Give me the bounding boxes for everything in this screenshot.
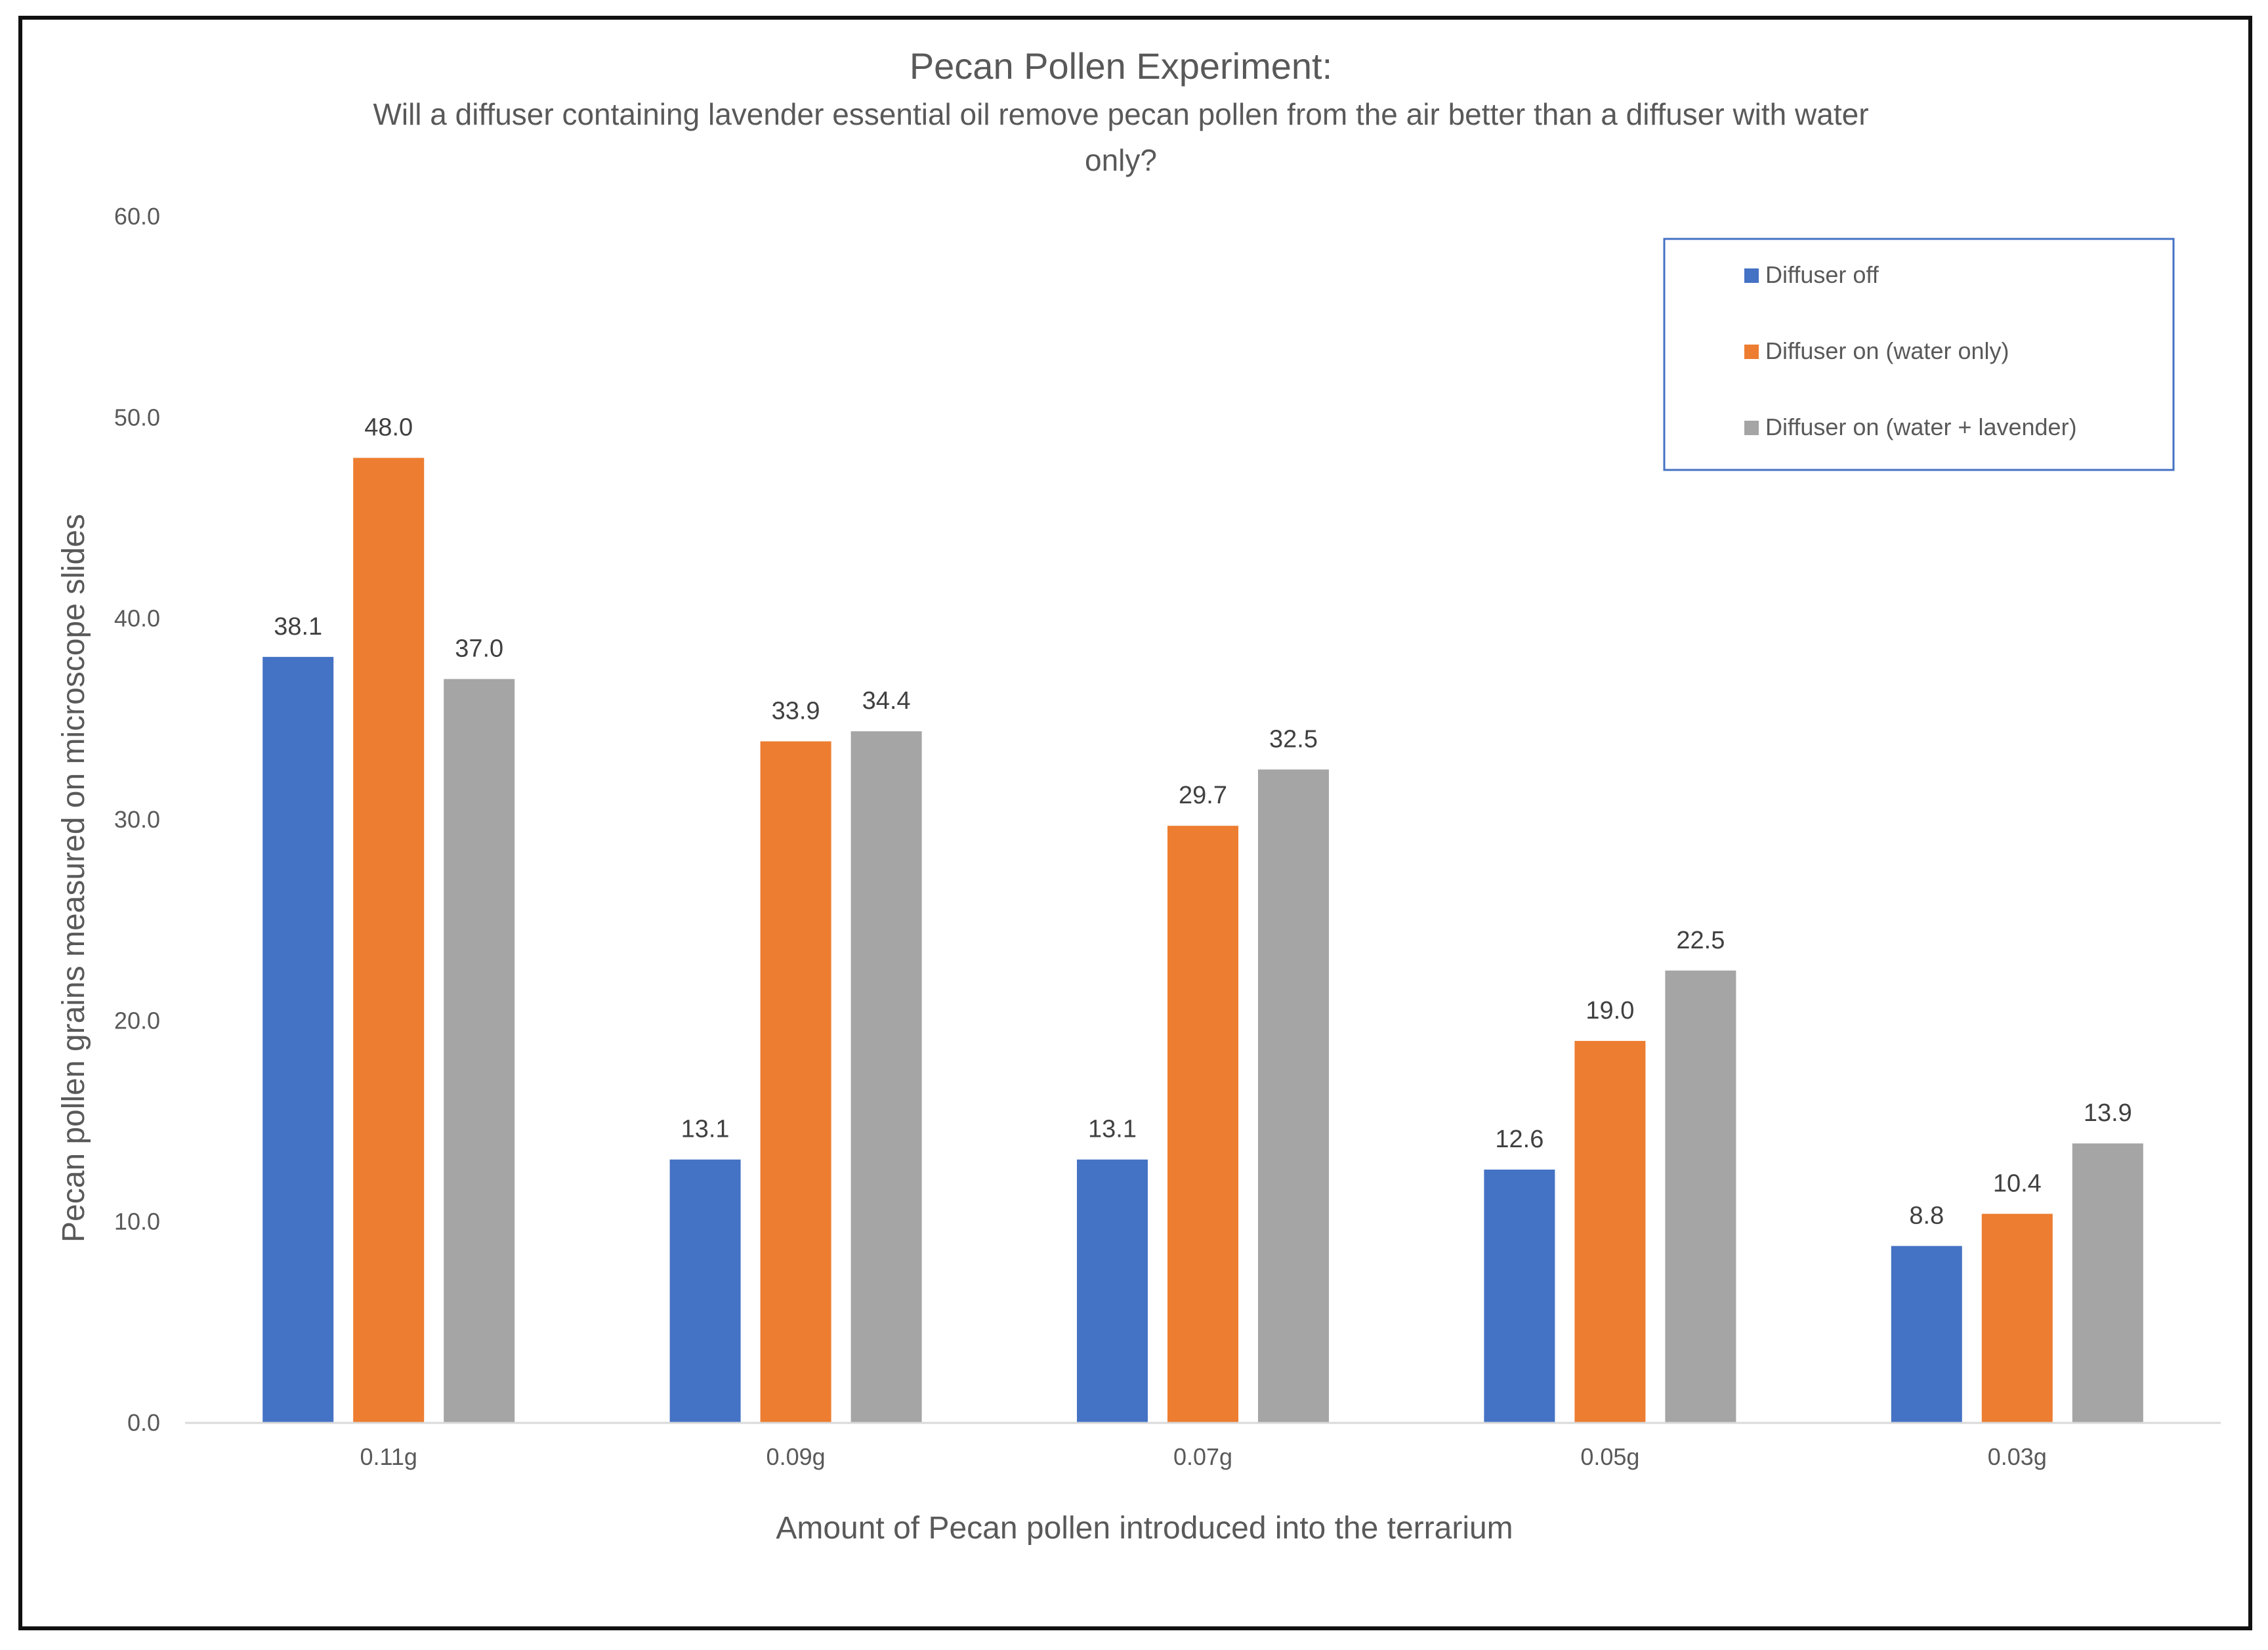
y-tick-label: 60.0 — [114, 203, 160, 230]
data-label: 32.5 — [1269, 725, 1318, 753]
bar — [1574, 1040, 1646, 1423]
bar — [353, 457, 425, 1423]
y-axis-ticks: 0.0 10.0 20.0 30.0 40.0 50.0 60.0 — [114, 203, 160, 1436]
bar — [1665, 970, 1736, 1423]
data-label: 38.1 — [274, 613, 322, 641]
data-label: 29.7 — [1179, 782, 1227, 809]
legend-swatch — [1744, 421, 1759, 435]
x-tick-label: 0.07g — [1173, 1443, 1232, 1470]
bar — [1981, 1214, 2053, 1423]
chart-subtitle-line2: only? — [1085, 143, 1157, 177]
y-axis-title: Pecan pollen grains measured on microsco… — [56, 514, 91, 1242]
legend-label: Diffuser off — [1765, 261, 1880, 288]
y-tick-label: 20.0 — [114, 1007, 160, 1034]
data-label: 13.9 — [2084, 1099, 2132, 1127]
data-label: 13.1 — [1088, 1116, 1137, 1143]
bar — [1258, 769, 1329, 1423]
x-axis-title: Amount of Pecan pollen introduced into t… — [776, 1511, 1513, 1546]
y-tick-label: 50.0 — [114, 404, 160, 431]
bar — [262, 656, 334, 1423]
data-label: 10.4 — [1993, 1170, 2042, 1197]
data-labels: 38.1 48.0 37.0 13.1 33.9 34.4 13.1 29.7 32.5 12.6… — [274, 414, 2132, 1230]
bar — [760, 741, 831, 1423]
x-tick-label: 0.05g — [1580, 1443, 1639, 1470]
x-tick-label: 0.03g — [1988, 1443, 2047, 1470]
bar — [1484, 1170, 1555, 1423]
data-label: 34.4 — [862, 687, 911, 715]
x-tick-label: 0.09g — [766, 1443, 826, 1470]
x-axis-ticks: 0.11g 0.09g 0.07g 0.05g 0.03g — [360, 1443, 2046, 1470]
data-label: 48.0 — [364, 414, 413, 442]
legend-label: Diffuser on (water only) — [1765, 337, 2009, 364]
bars — [262, 457, 2143, 1423]
legend-items: Diffuser off Diffuser on (water only) Diff… — [1744, 261, 2077, 440]
legend-swatch — [1744, 268, 1759, 283]
bar — [444, 679, 515, 1423]
data-label: 13.1 — [681, 1116, 730, 1143]
data-label: 37.0 — [455, 635, 503, 663]
legend-label: Diffuser on (water + lavender) — [1765, 413, 2077, 440]
bar — [1891, 1246, 1962, 1423]
x-tick-label: 0.11g — [360, 1443, 417, 1470]
bar — [2072, 1143, 2143, 1423]
data-label: 33.9 — [772, 698, 820, 725]
bar — [850, 731, 922, 1423]
data-label: 22.5 — [1676, 927, 1725, 954]
bar — [1077, 1159, 1148, 1423]
y-tick-label: 0.0 — [127, 1409, 160, 1436]
data-label: 19.0 — [1586, 997, 1634, 1025]
y-tick-label: 40.0 — [114, 605, 160, 632]
legend-swatch — [1744, 345, 1759, 359]
data-label: 12.6 — [1495, 1126, 1544, 1153]
bar — [1167, 826, 1238, 1423]
y-tick-label: 30.0 — [114, 806, 160, 833]
chart-title: Pecan Pollen Experiment: — [910, 45, 1332, 87]
bar — [669, 1159, 741, 1423]
chart-subtitle-line1: Will a diffuser containing lavender esse… — [373, 97, 1868, 131]
data-label: 8.8 — [1909, 1202, 1944, 1229]
y-tick-label: 10.0 — [114, 1208, 160, 1235]
